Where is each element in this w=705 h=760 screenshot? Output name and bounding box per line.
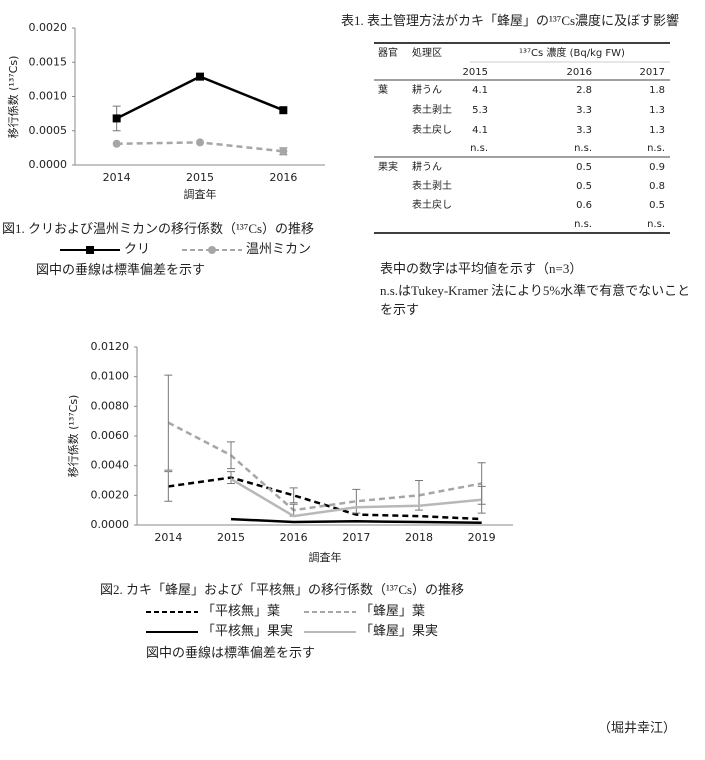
error-bar xyxy=(227,471,235,484)
table-cell: 表土剥土 xyxy=(412,103,452,116)
series-line xyxy=(116,75,284,120)
y-tick-label: 0.0020 xyxy=(29,21,68,34)
y-tick-label: 0.0020 xyxy=(91,488,130,501)
y-tick-label: 0.0120 xyxy=(91,340,130,353)
table-cell: 耕うん xyxy=(412,83,442,96)
legend-label: 「蜂屋」葉 xyxy=(360,603,425,618)
marker xyxy=(196,138,204,147)
table-cell: 果実 xyxy=(378,160,398,173)
table-cell: 4.1 xyxy=(472,85,488,96)
table-cell: 1.3 xyxy=(649,105,665,116)
series-line xyxy=(230,517,482,525)
figure-note: 図中の垂線は標準偏差を示す xyxy=(146,645,315,660)
figure-caption: 図2. カキ「蜂屋」および「平核無」の移行係数（¹³⁷Cs）の推移 xyxy=(100,582,464,597)
table-cell: 5.3 xyxy=(472,105,488,116)
table-cell: 3.3 xyxy=(576,125,592,136)
table-cell: 0.5 xyxy=(576,181,592,192)
figure-note: 図中の垂線は標準偏差を示す xyxy=(36,262,205,277)
table-cell: 2.8 xyxy=(576,85,592,96)
author: （堀井幸江） xyxy=(598,720,676,735)
error-bar xyxy=(227,441,235,470)
table-cell: 表土剥土 xyxy=(412,179,452,192)
y-tick-label: 0.0100 xyxy=(91,370,130,383)
error-bar xyxy=(352,488,361,514)
error-bar xyxy=(164,471,173,502)
table-cell: 表土戻し xyxy=(412,198,452,211)
x-tick-label: 2016 xyxy=(280,531,308,544)
series-line xyxy=(167,421,482,512)
y-axis-label: 移行係数 (¹³⁷Cs) xyxy=(7,56,20,139)
marker xyxy=(208,246,216,254)
table-note: を示す xyxy=(380,302,419,317)
table-header: 2015 xyxy=(463,67,488,78)
table-header: 処理区 xyxy=(412,46,442,59)
legend-label: 「平核無」葉 xyxy=(202,603,280,618)
table-cell: 耕うん xyxy=(412,160,442,173)
table-cell: n.s. xyxy=(470,143,488,154)
marker xyxy=(112,114,121,123)
y-tick-label: 0.0015 xyxy=(29,55,68,68)
marker xyxy=(196,72,204,81)
figure-caption: 図1. クリおよび温州ミカンの移行係数（¹³⁷Cs）の推移 xyxy=(2,221,314,236)
x-tick-label: 2016 xyxy=(269,171,297,184)
table-cell: n.s. xyxy=(647,219,665,230)
series-line xyxy=(230,477,482,518)
y-tick-label: 0.0000 xyxy=(91,518,130,531)
table-cell: n.s. xyxy=(647,143,665,154)
table-note: 表中の数字は平均値を示す（n=3） xyxy=(380,261,582,276)
table-cell: 0.6 xyxy=(576,200,592,211)
table-cell: 1.3 xyxy=(649,125,665,136)
table-header: 2016 xyxy=(567,67,592,78)
marker xyxy=(279,106,288,115)
table-cell: 表土戻し xyxy=(412,123,452,136)
table-header: ¹³⁷Cs 濃度 (Bq/kg FW) xyxy=(519,46,625,59)
y-tick-label: 0.0010 xyxy=(29,90,68,103)
table-cell: 4.1 xyxy=(472,125,488,136)
x-tick-label: 2015 xyxy=(186,171,214,184)
x-tick-label: 2019 xyxy=(468,531,496,544)
legend-label: 「平核無」果実 xyxy=(202,623,293,638)
x-tick-label: 2017 xyxy=(342,531,370,544)
table-cell: n.s. xyxy=(574,143,592,154)
error-bar xyxy=(164,374,173,471)
table-cell: 0.9 xyxy=(649,162,665,173)
table-cell: 0.8 xyxy=(649,181,665,192)
table-cell: n.s. xyxy=(574,219,592,230)
table-cell: 葉 xyxy=(378,83,388,96)
table-cell: 0.5 xyxy=(649,200,665,211)
marker xyxy=(279,147,288,156)
marker xyxy=(86,246,94,254)
legend-label: 「蜂屋」果実 xyxy=(360,623,438,638)
table-cell: 1.8 xyxy=(649,85,665,96)
marker xyxy=(112,139,121,148)
table-title: 表1. 表土管理方法がカキ「蜂屋」の¹³⁷Cs濃度に及ぼす影響 xyxy=(341,13,679,28)
x-tick-label: 2014 xyxy=(154,531,182,544)
error-bar xyxy=(289,487,298,504)
y-tick-label: 0.0005 xyxy=(29,124,68,137)
y-tick-label: 0.0000 xyxy=(29,158,68,171)
table-cell: 3.3 xyxy=(576,105,592,116)
table-cell: 0.5 xyxy=(576,162,592,173)
legend-label: 温州ミカン xyxy=(246,241,311,256)
table-header: 2017 xyxy=(640,67,665,78)
y-tick-label: 0.0080 xyxy=(91,399,130,412)
x-axis-label: 調査年 xyxy=(309,550,342,564)
x-tick-label: 2015 xyxy=(217,531,245,544)
table-header: 器官 xyxy=(378,46,398,59)
table-note: n.s.はTukey-Kramer 法により5%水準で有意でないこと xyxy=(380,283,690,298)
x-axis-label: 調査年 xyxy=(184,187,217,201)
y-tick-label: 0.0040 xyxy=(91,459,130,472)
error-bar xyxy=(477,485,486,514)
legend-label: クリ xyxy=(124,241,150,256)
y-tick-label: 0.0060 xyxy=(91,429,130,442)
x-tick-label: 2014 xyxy=(103,171,131,184)
x-tick-label: 2018 xyxy=(405,531,433,544)
y-axis-label: 移行係数 (¹³⁷Cs) xyxy=(67,395,80,478)
